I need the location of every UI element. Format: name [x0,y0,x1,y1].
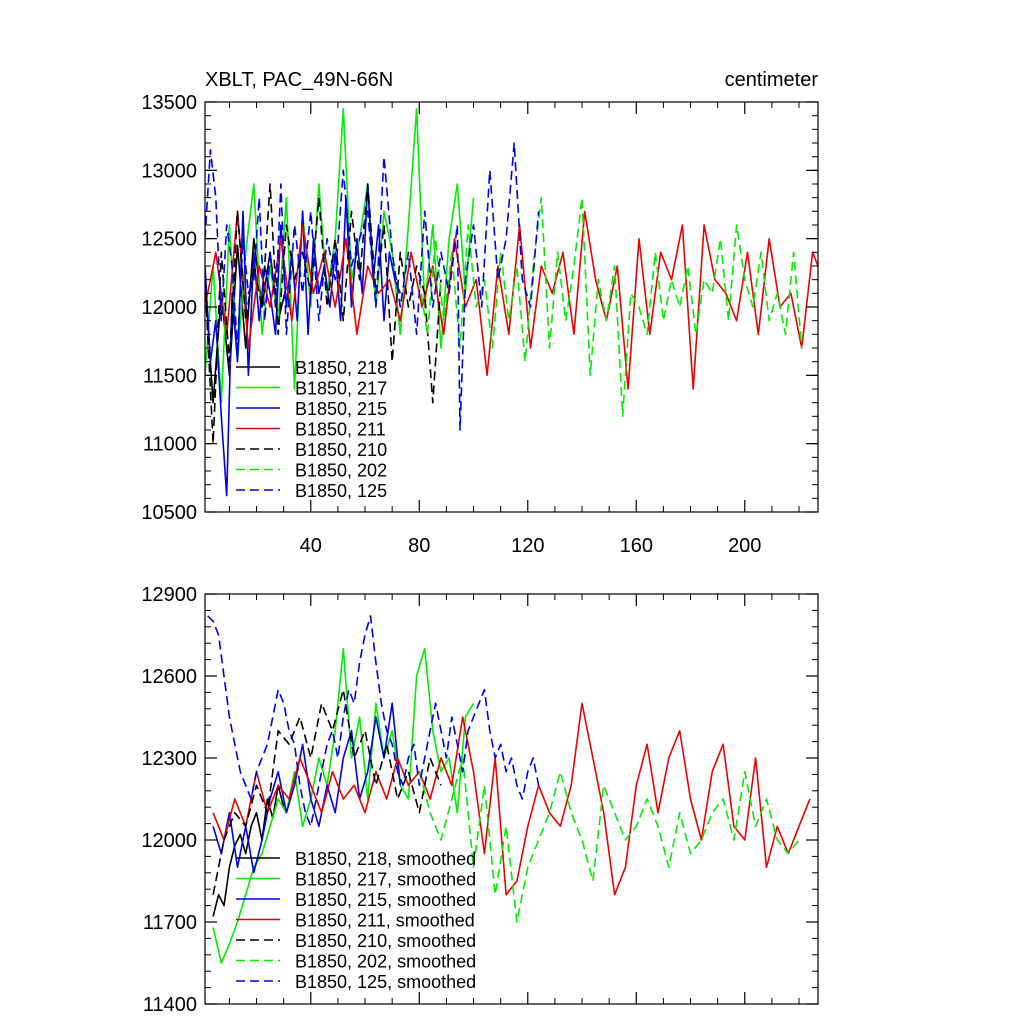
legend-entry: B1850, 210 [295,440,387,460]
legend-entry: B1850, 211, smoothed [295,911,475,931]
series-line-bottom-0 [212,784,285,917]
legend-entry: B1850, 215, smoothed [295,890,476,910]
legend-entry: B1850, 210, smoothed [295,931,476,951]
y-tick-label: 12300 [141,748,197,770]
legend-entry: B1850, 125 [295,481,387,501]
chart-title: XBLT, PAC_49N-66N [205,69,393,91]
y-tick-label: 11000 [143,434,197,456]
series-line-bottom-3 [212,702,811,896]
legend-entry: B1850, 218, smoothed [295,849,476,869]
y-tick-label: 10500 [141,502,197,524]
series-line-top-3 [205,210,818,390]
y-tick-label: 12600 [141,666,197,688]
y-tick-label: 11400 [143,994,197,1016]
y-tick-label: 11700 [143,912,197,934]
x-tick-label: 200 [728,535,761,557]
y-tick-label: 13500 [141,92,197,114]
legend-entry: B1850, 218 [295,358,387,378]
legend-entry: B1850, 211 [295,420,386,440]
x-tick-label: 160 [620,535,653,557]
legend-entry: B1850, 215 [295,399,387,419]
x-tick-label: 40 [300,535,322,557]
legend-entry: B1850, 217, smoothed [295,870,476,890]
y-tick-label: 11500 [143,365,197,387]
series-line-bottom-2 [212,702,402,874]
x-tick-label: 80 [408,535,430,557]
x-tick-label: 120 [511,535,544,557]
y-tick-label: 12500 [141,229,197,251]
y-tick-label: 12000 [141,830,197,852]
series-line-bottom-6 [207,615,540,828]
legend-entry: B1850, 202, smoothed [295,952,476,972]
legend-entry: B1850, 217 [295,379,387,399]
bottom-panel: 11400 11700 12000 12300 12600 12900 B1850, 218… [141,584,819,1016]
legend-entry: B1850, 202 [295,461,387,481]
y-tick-label: 12900 [141,584,197,606]
plot-frame [204,593,819,1005]
series-line-top-5 [418,196,803,418]
top-panel: 10500 11000 11500 12000 12500 13000 13500 40 80 1… [141,92,819,557]
units-label: centimeter [725,69,819,91]
series-line-bottom-5 [418,757,800,923]
series-line-top-6 [205,142,540,431]
legend-entry: B1850, 125, smoothed [295,972,476,992]
y-tick-label: 13000 [141,160,197,182]
series-line-top-4 [205,183,442,445]
y-tick-label: 12000 [141,297,197,319]
